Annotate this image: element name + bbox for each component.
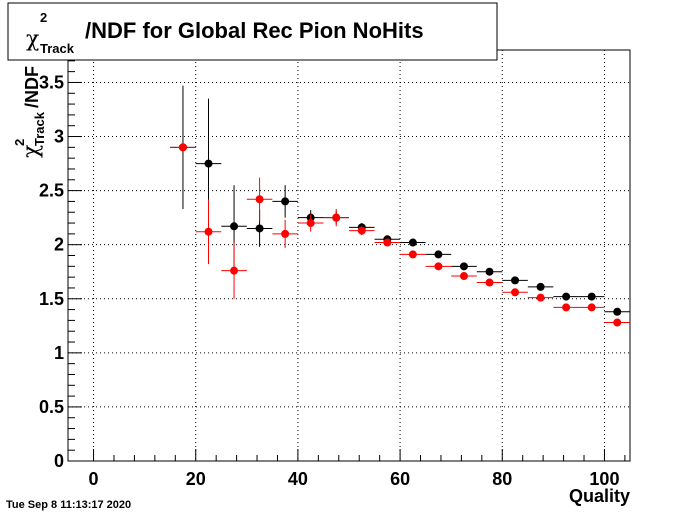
y-tick-label: 2.5 — [39, 181, 64, 201]
data-point — [204, 159, 213, 168]
data-point — [511, 276, 520, 285]
data-point — [204, 227, 213, 236]
data-point — [230, 266, 239, 275]
data-point — [587, 292, 596, 301]
data-point — [408, 250, 417, 259]
series-2 — [170, 143, 630, 327]
data-point — [459, 272, 468, 281]
data-point — [434, 250, 443, 259]
data-point — [281, 229, 290, 238]
data-point — [357, 226, 366, 235]
timestamp: Tue Sep 8 11:13:17 2020 — [6, 499, 131, 511]
data-point — [562, 303, 571, 312]
y-tick-label: 0.5 — [39, 397, 64, 417]
data-point — [434, 262, 443, 271]
data-point — [459, 262, 468, 271]
data-point — [408, 238, 417, 247]
data-point — [255, 224, 264, 233]
data-point — [306, 219, 315, 228]
data-point — [485, 267, 494, 276]
plot-frame — [67, 49, 631, 462]
ylabel-subscript: Track — [32, 111, 47, 146]
x-tick-label: 0 — [89, 469, 99, 489]
y-tick-label: 3.5 — [39, 72, 64, 92]
data-point — [613, 318, 622, 327]
title-chi-symbol: χ — [26, 27, 39, 52]
data-point — [281, 197, 290, 206]
data-point — [613, 307, 622, 316]
x-tick-label: 80 — [492, 469, 512, 489]
y-tick-label: 2 — [54, 235, 64, 255]
ylabel-text: /NDF — [22, 66, 42, 108]
x-tick-label: 40 — [288, 469, 308, 489]
title-subscript: Track — [40, 41, 75, 56]
ylabel-chi-symbol: χ — [19, 145, 44, 158]
data-layer — [170, 85, 630, 327]
data-point — [536, 282, 545, 291]
y-tick-label: 3 — [54, 127, 64, 147]
chart-title: χ 2 Track /NDF for Global Rec Pion NoHit… — [26, 10, 424, 56]
data-point — [587, 303, 596, 312]
y-axis-title: χ 2 Track /NDF — [12, 66, 47, 158]
data-point — [485, 278, 494, 287]
x-tick-label: 20 — [186, 469, 206, 489]
x-tick-label: 100 — [589, 469, 619, 489]
data-point — [536, 293, 545, 302]
ylabel-superscript: 2 — [12, 139, 27, 146]
axis-layer: 0 20 40 60 80 100 0 0.5 1 1.5 2 2.5 3 3.5 — [39, 60, 626, 489]
x-tick-label: 60 — [390, 469, 410, 489]
data-point — [383, 238, 392, 247]
y-tick-label: 1.5 — [39, 289, 64, 309]
data-point — [178, 143, 187, 152]
grid-layer — [68, 50, 630, 462]
title-superscript: 2 — [40, 10, 47, 25]
title-text: /NDF for Global Rec Pion NoHits — [85, 18, 424, 43]
data-point — [230, 222, 239, 231]
x-axis-title: Quality — [569, 486, 630, 506]
data-point — [511, 288, 520, 297]
data-point — [332, 213, 341, 222]
data-point — [255, 195, 264, 204]
series-1 — [170, 85, 630, 316]
y-tick-label: 0 — [54, 451, 64, 471]
y-tick-label: 1 — [54, 343, 64, 363]
title-box — [7, 2, 498, 61]
data-point — [562, 292, 571, 301]
